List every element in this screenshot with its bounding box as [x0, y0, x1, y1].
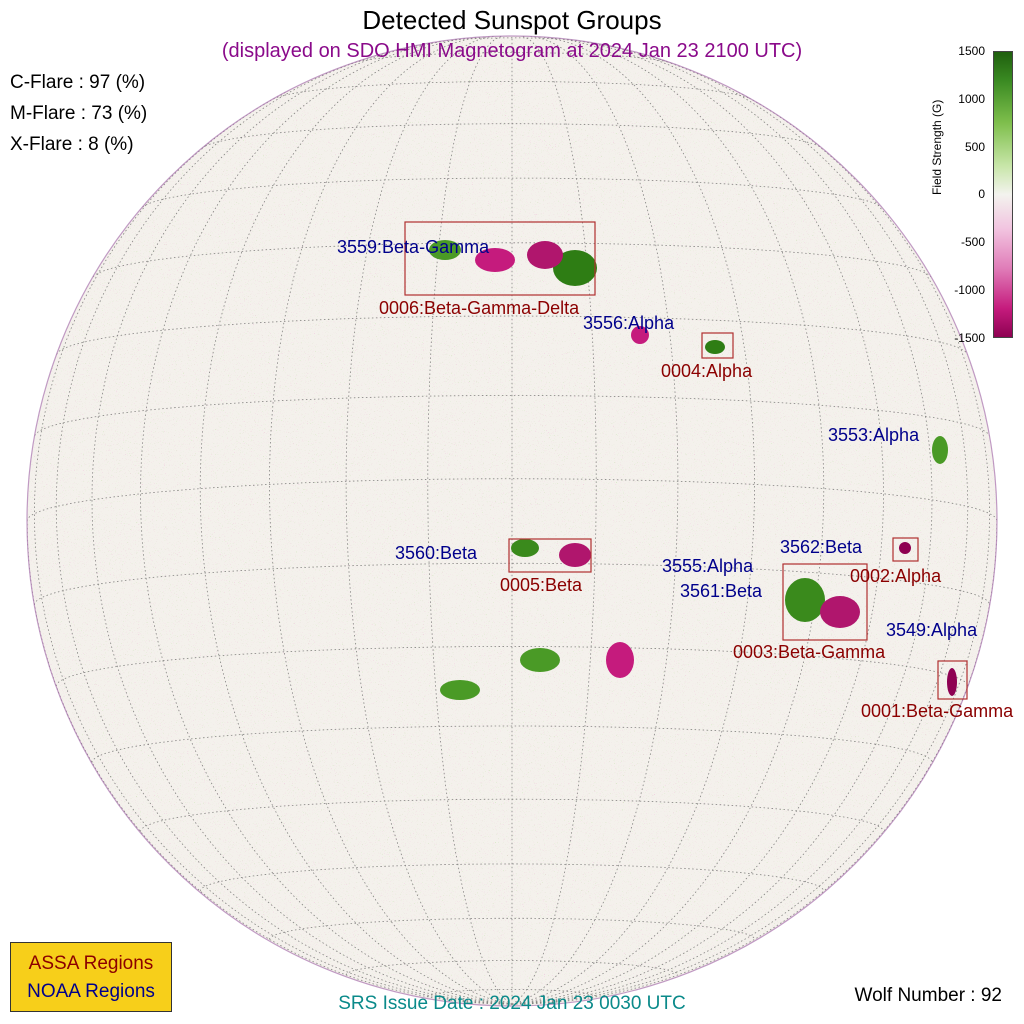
noaa-region-label: 3549:Alpha — [886, 620, 978, 640]
heliographic-grid — [27, 36, 997, 1005]
noaa-region-label: 3561:Beta — [680, 581, 763, 601]
assa-region-label: 0003:Beta-Gamma — [733, 642, 886, 662]
region-box-0003 — [782, 563, 868, 641]
noaa-region-label: 3553:Alpha — [828, 425, 920, 445]
m-flare-probability: M-Flare : 73 (%) — [10, 103, 148, 124]
legend-noaa-regions: NOAA Regions — [27, 981, 155, 1002]
colorbar-label: Field Strength (G) — [930, 99, 944, 195]
region-box-0005 — [508, 538, 592, 573]
assa-region-label: 0002:Alpha — [850, 566, 942, 586]
noaa-region-label: 3560:Beta — [395, 543, 478, 563]
legend-assa-regions: ASSA Regions — [28, 953, 154, 974]
region-box-0001 — [937, 660, 968, 700]
region-box-0002 — [892, 537, 919, 562]
wolf-number: Wolf Number : 92 — [854, 985, 1002, 1006]
c-flare-probability: C-Flare : 97 (%) — [10, 72, 146, 93]
colorbar-tick: 1500 — [958, 44, 985, 58]
page-title: Detected Sunspot Groups — [362, 5, 662, 35]
assa-region-label: 0004:Alpha — [661, 361, 753, 381]
colorbar-tick: 0 — [978, 187, 985, 201]
srs-issue-date: SRS Issue Date : 2024 Jan 23 0030 UTC — [338, 993, 686, 1014]
colorbar-tick: -1500 — [954, 331, 985, 345]
active-region-blobs — [429, 240, 957, 700]
assa-region-label: 0001:Beta-Gamma — [861, 701, 1014, 721]
region-box-0006 — [404, 221, 596, 296]
noaa-region-label: 3555:Alpha — [662, 556, 754, 576]
legend: ASSA Regions NOAA Regions — [10, 942, 172, 1012]
noaa-region-label: 3562:Beta — [780, 537, 863, 557]
assa-region-label: 0005:Beta — [500, 575, 583, 595]
noaa-region-label: 3559:Beta-Gamma — [337, 237, 490, 257]
region-boxes — [404, 221, 968, 700]
region-box-0004 — [701, 332, 734, 359]
page-subtitle: (displayed on SDO HMI Magnetogram at 202… — [221, 40, 803, 62]
colorbar-tick: 500 — [964, 140, 985, 154]
field-strength-colorbar — [993, 51, 1013, 338]
assa-region-label: 0006:Beta-Gamma-Delta — [379, 298, 580, 318]
noaa-region-label: 3556:Alpha — [583, 313, 675, 333]
colorbar-tick: 1000 — [958, 92, 985, 106]
x-flare-probability: X-Flare : 8 (%) — [10, 134, 134, 155]
colorbar-tick: -1000 — [954, 283, 985, 297]
colorbar-tick: -500 — [960, 235, 985, 249]
